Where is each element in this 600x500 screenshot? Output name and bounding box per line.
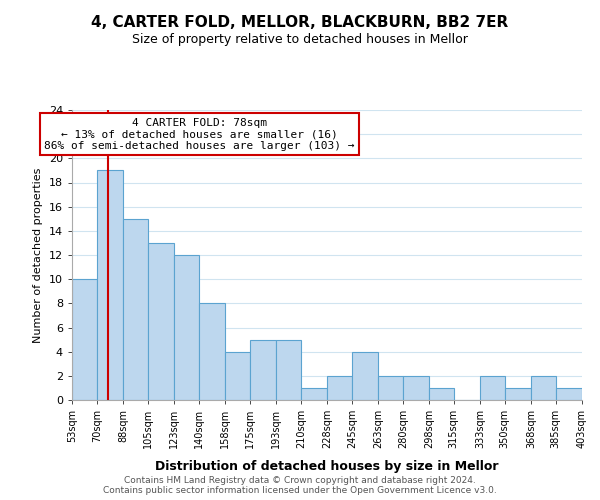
Bar xyxy=(403,376,429,400)
Text: Size of property relative to detached houses in Mellor: Size of property relative to detached ho… xyxy=(132,32,468,46)
Bar xyxy=(480,376,505,400)
Bar xyxy=(199,304,225,400)
Y-axis label: Number of detached properties: Number of detached properties xyxy=(33,168,43,342)
Bar xyxy=(556,388,582,400)
Bar xyxy=(148,243,174,400)
X-axis label: Distribution of detached houses by size in Mellor: Distribution of detached houses by size … xyxy=(155,460,499,472)
Bar xyxy=(505,388,531,400)
Bar xyxy=(250,340,276,400)
Bar xyxy=(327,376,352,400)
Bar xyxy=(72,279,97,400)
Text: Contains HM Land Registry data © Crown copyright and database right 2024.
Contai: Contains HM Land Registry data © Crown c… xyxy=(103,476,497,495)
Bar xyxy=(378,376,403,400)
Text: 4, CARTER FOLD, MELLOR, BLACKBURN, BB2 7ER: 4, CARTER FOLD, MELLOR, BLACKBURN, BB2 7… xyxy=(91,15,509,30)
Bar xyxy=(225,352,250,400)
Bar xyxy=(97,170,123,400)
Text: 4 CARTER FOLD: 78sqm
← 13% of detached houses are smaller (16)
86% of semi-detac: 4 CARTER FOLD: 78sqm ← 13% of detached h… xyxy=(44,118,355,151)
Bar xyxy=(276,340,301,400)
Bar xyxy=(301,388,327,400)
Bar xyxy=(174,255,199,400)
Bar xyxy=(531,376,556,400)
Bar xyxy=(352,352,378,400)
Bar xyxy=(123,219,148,400)
Bar xyxy=(429,388,454,400)
